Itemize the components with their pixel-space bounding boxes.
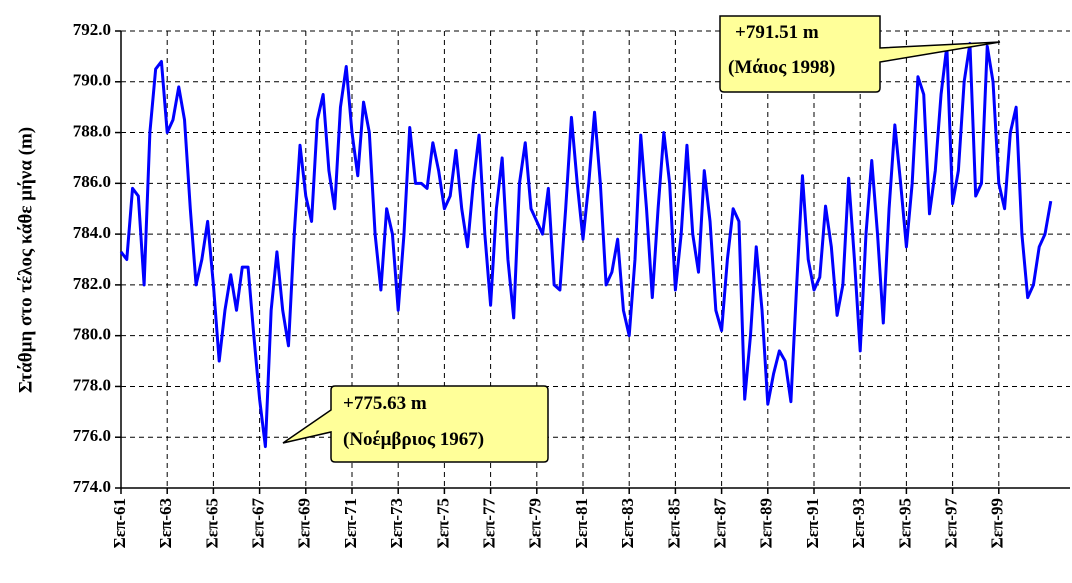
x-tick-label: Σεπ-85 bbox=[664, 498, 683, 548]
callout-value: +775.63 m bbox=[343, 393, 427, 414]
y-tick-label: 790.0 bbox=[73, 71, 111, 90]
callout-note: (Νοέμβριος 1967) bbox=[343, 429, 484, 450]
x-tick-label: Σεπ-61 bbox=[110, 498, 129, 548]
y-tick-label: 784.0 bbox=[73, 223, 111, 242]
x-tick-label: Σεπ-69 bbox=[295, 498, 314, 548]
callout-box bbox=[282, 385, 549, 463]
x-tick-label: Σεπ-99 bbox=[988, 498, 1007, 548]
x-tick-label: Σεπ-79 bbox=[526, 498, 545, 548]
x-tick-label: Σεπ-75 bbox=[433, 498, 452, 548]
y-tick-label: 780.0 bbox=[73, 325, 111, 344]
callout-value: +791.51 m bbox=[735, 22, 819, 43]
x-tick-label: Σεπ-95 bbox=[895, 498, 914, 548]
y-axis-label: Στάθμη στο τέλος κάθε μήνα (m) bbox=[15, 127, 36, 393]
y-tick-label: 776.0 bbox=[73, 426, 111, 445]
x-tick-label: Σεπ-77 bbox=[480, 498, 499, 549]
x-tick-label: Σεπ-71 bbox=[341, 498, 360, 548]
x-tick-label: Σεπ-91 bbox=[803, 498, 822, 548]
x-tick-label: Σεπ-83 bbox=[618, 498, 637, 548]
y-tick-label: 778.0 bbox=[73, 375, 111, 394]
data-line bbox=[119, 41, 1053, 449]
y-tick-label: 786.0 bbox=[73, 172, 111, 191]
callout-box bbox=[719, 15, 1001, 93]
x-tick-label: Σεπ-65 bbox=[202, 498, 221, 548]
y-tick-label: 792.0 bbox=[73, 20, 111, 39]
x-tick-label: Σεπ-97 bbox=[942, 498, 961, 549]
y-tick-label: 774.0 bbox=[73, 477, 111, 496]
x-tick-label: Σεπ-89 bbox=[757, 498, 776, 548]
y-tick-label: 782.0 bbox=[73, 274, 111, 293]
x-tick-label: Σεπ-63 bbox=[156, 498, 175, 548]
x-tick-label: Σεπ-87 bbox=[711, 498, 730, 549]
x-tick-label: Σεπ-93 bbox=[849, 498, 868, 548]
y-tick-label: 788.0 bbox=[73, 121, 111, 140]
x-tick-label: Σεπ-67 bbox=[249, 498, 268, 549]
x-tick-label: Σεπ-73 bbox=[387, 498, 406, 548]
plot-area: 774.0 776.0 778.0 780.0 782.0 784.0 786.0 788.0… bbox=[73, 20, 1070, 548]
x-tick-label: Σεπ-81 bbox=[572, 498, 591, 548]
callout-note: (Μάιος 1998) bbox=[728, 57, 835, 78]
